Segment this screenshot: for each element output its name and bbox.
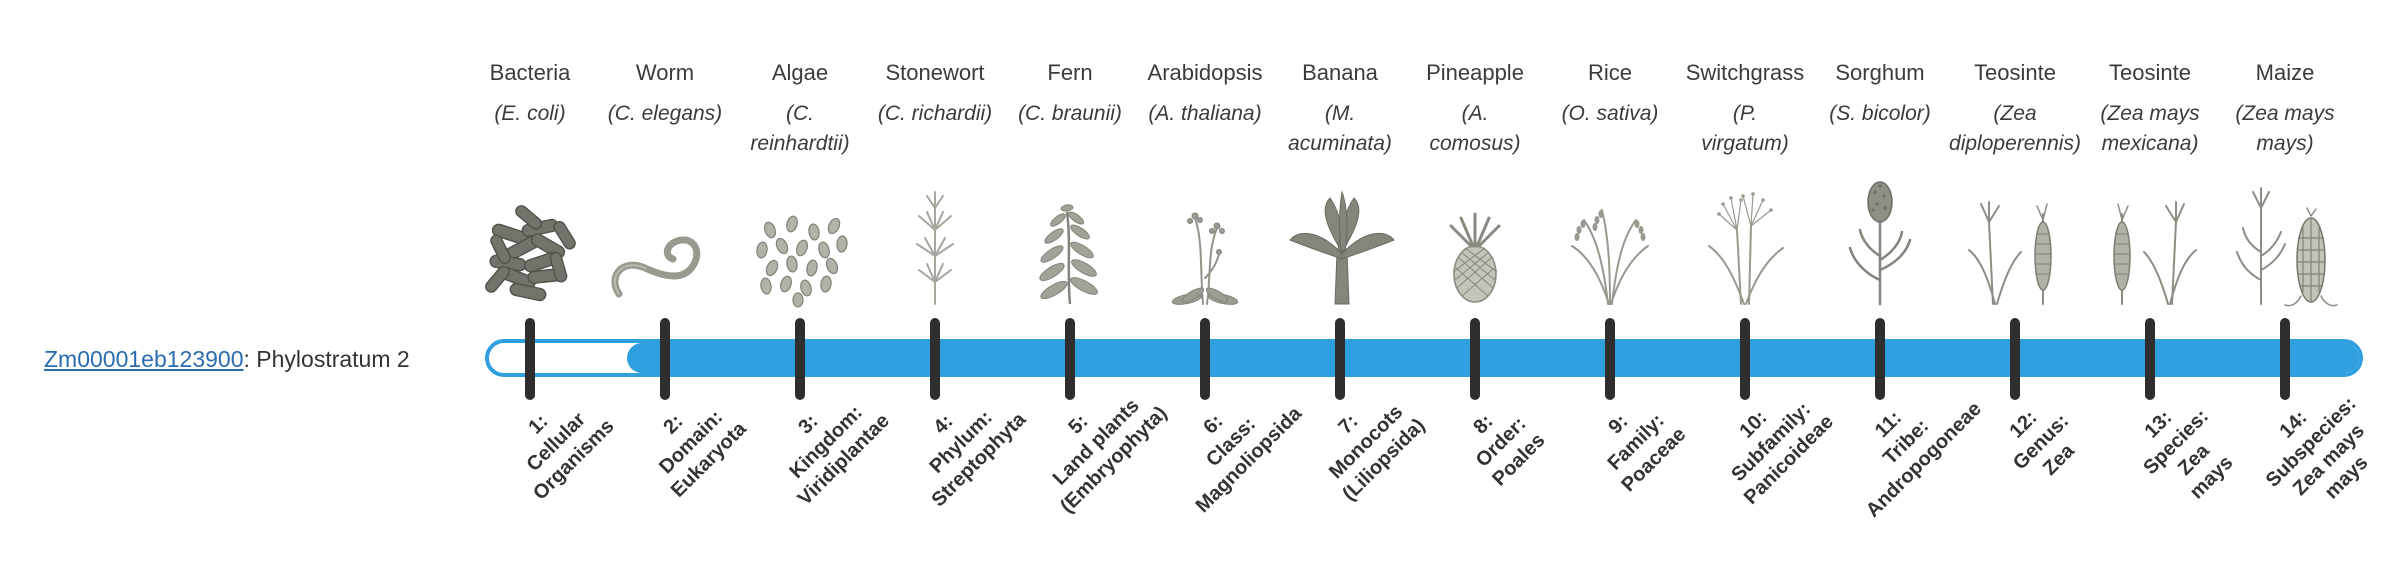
phylostratum-tick-10 — [1740, 318, 1750, 400]
taxon-scientific-name: (A. thaliana) — [1148, 102, 1262, 125]
phylostratum-tick-5 — [1065, 318, 1075, 400]
arabidopsis-illustration — [1145, 158, 1265, 308]
maize-icon — [2236, 187, 2338, 307]
phylostratum-tick-7 — [1335, 318, 1345, 400]
teosinte-illustration — [2090, 158, 2210, 308]
taxon-scientific-name: (S. bicolor) — [1829, 102, 1931, 125]
taxon-scientific-name: (A. comosus) — [1429, 102, 1521, 155]
taxon-scientific-name: (M. acuminata) — [1288, 102, 1392, 155]
sorghum-illustration — [1820, 158, 1940, 308]
phylostratum-tick-8 — [1470, 318, 1480, 400]
rice-plant-icon — [1571, 209, 1649, 305]
taxon-common-name: Algae — [771, 60, 829, 85]
taxon-scientific-name: (E. coli) — [494, 102, 566, 125]
taxon-scientific-name: (C. richardii) — [877, 102, 993, 125]
taxon-common-name: Arabidopsis — [1147, 60, 1263, 85]
taxon-scientific-name: (C. reinhardtii) — [750, 102, 850, 155]
algae-icon — [756, 215, 848, 308]
taxon-common-name: Worm — [635, 60, 695, 85]
teosinte-icon — [2113, 201, 2197, 305]
phylostratum-tick-9 — [1605, 318, 1615, 400]
switchgrass-icon — [1708, 192, 1784, 305]
taxon-common-name: Stonewort — [885, 60, 985, 85]
switchgrass-illustration — [1685, 158, 1805, 308]
taxon-scientific-name: (Zea mays mays) — [2235, 102, 2335, 155]
taxon-common-name: Sorghum — [1835, 60, 1925, 85]
taxon-scientific-name: (O. sativa) — [1561, 102, 1659, 125]
maize-illustration — [2225, 158, 2345, 308]
taxon-common-name: Bacteria — [489, 60, 571, 85]
taxon-scientific-name: (P. virgatum) — [1701, 102, 1789, 155]
fern-icon — [1039, 204, 1098, 305]
bacteria-icon — [485, 205, 576, 302]
taxon-common-name: Teosinte — [2109, 60, 2191, 85]
worm-icon — [611, 236, 701, 298]
gene-id-link[interactable]: Zm00001eb123900 — [44, 346, 244, 372]
phylostratum-tick-11 — [1875, 318, 1885, 400]
sorghum-icon — [1848, 181, 1912, 306]
taxon-common-name: Switchgrass — [1685, 60, 1805, 85]
teosinte-illustration — [1955, 158, 2075, 308]
stonewort-illustration — [875, 158, 995, 308]
taxon-common-name: Banana — [1302, 60, 1378, 85]
stonewort-icon — [916, 191, 954, 305]
taxon-common-name: Rice — [1587, 60, 1632, 85]
taxon-scientific-name: (C. elegans) — [607, 102, 723, 125]
taxon-common-name: Pineapple — [1426, 60, 1524, 85]
algae-illustration — [740, 158, 860, 308]
arabidopsis-icon — [1171, 212, 1239, 305]
phylostratum-tick-12 — [2010, 318, 2020, 400]
pineapple-icon — [1449, 212, 1501, 303]
banana-tree-icon — [1289, 190, 1395, 305]
phylostratum-tick-2 — [660, 318, 670, 400]
worm-illustration — [605, 158, 725, 308]
banana-illustration — [1280, 158, 1400, 308]
bacteria-illustration — [470, 158, 590, 308]
taxon-scientific-name: (C. braunii) — [1018, 102, 1122, 125]
teosinte-icon — [1968, 201, 2052, 305]
phylostrata-track-fill — [627, 343, 2359, 373]
fern-illustration — [1010, 158, 1130, 308]
pineapple-illustration — [1415, 158, 1535, 308]
phylostratum-tick-1 — [525, 318, 535, 400]
taxon-common-name: Teosinte — [1974, 60, 2056, 85]
phylostratum-tick-3 — [795, 318, 805, 400]
taxon-common-name: Maize — [2255, 60, 2315, 85]
taxon-common-name: Fern — [1047, 60, 1093, 85]
phylostratum-tick-14 — [2280, 318, 2290, 400]
phylostratum-tick-6 — [1200, 318, 1210, 400]
phylostratum-tick-4 — [930, 318, 940, 400]
taxon-scientific-name: (Zea diploperennis) — [1949, 102, 2081, 155]
phylostratum-tick-13 — [2145, 318, 2155, 400]
gene-phylostratum-text: : Phylostratum 2 — [243, 346, 410, 372]
rice-illustration — [1550, 158, 1670, 308]
taxon-scientific-name: (Zea mays mexicana) — [2100, 102, 2200, 155]
gene-label: Zm00001eb123900: Phylostratum 2 — [44, 346, 410, 373]
